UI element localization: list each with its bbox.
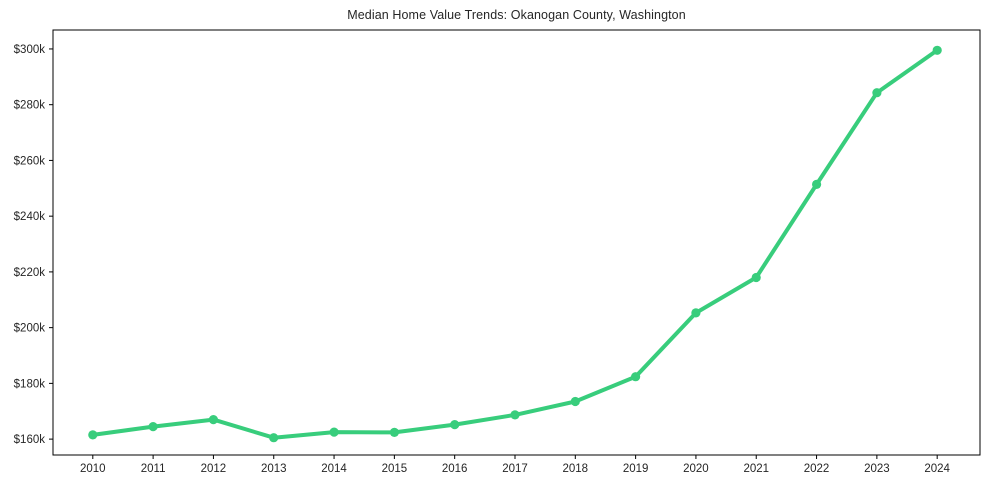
x-tick-label: 2016: [442, 463, 468, 475]
x-tick-label: 2018: [563, 463, 589, 475]
trend-line: [90, 48, 940, 440]
x-tick-label: 2024: [924, 463, 950, 475]
data-point-marker: [269, 433, 279, 443]
data-point-marker: [450, 420, 460, 430]
y-tick-label: $180k: [14, 378, 46, 390]
data-point-marker: [148, 422, 158, 432]
x-tick-label: 2019: [623, 463, 649, 475]
data-point-marker: [691, 308, 701, 318]
chart-title: Median Home Value Trends: Okanogan Count…: [347, 8, 686, 22]
data-point-marker: [631, 372, 641, 382]
x-tick-label: 2022: [804, 463, 830, 475]
data-point-marker: [932, 45, 942, 55]
x-tick-label: 2020: [683, 463, 709, 475]
x-tick-label: 2011: [141, 463, 166, 475]
data-point-marker: [570, 396, 580, 407]
x-tick-label: 2023: [864, 463, 890, 475]
x-tick-label: 2013: [261, 463, 287, 475]
data-point-marker: [812, 179, 822, 189]
x-tick-label: 2017: [502, 463, 528, 475]
plot-border: [52, 29, 981, 456]
data-point-marker: [510, 410, 520, 420]
x-tick-label: 2012: [201, 463, 227, 475]
y-tick-label: $160k: [14, 434, 46, 446]
y-tick-label: $300k: [14, 44, 46, 56]
x-tick-label: 2014: [321, 463, 347, 475]
y-tick-label: $260k: [14, 155, 46, 167]
data-point-marker: [88, 430, 98, 440]
data-point-marker: [389, 427, 399, 437]
data-point-marker: [329, 427, 339, 437]
x-tick-label: 2021: [743, 463, 769, 475]
y-tick-label: $280k: [14, 100, 46, 112]
data-point-marker: [208, 415, 218, 425]
x-tick-label: 2010: [80, 463, 106, 475]
y-tick-label: $200k: [14, 323, 46, 335]
y-tick-label: $240k: [14, 211, 46, 223]
x-tick-label: 2015: [382, 463, 408, 475]
y-tick-label: $220k: [14, 267, 46, 279]
data-point-marker: [872, 88, 882, 98]
data-point-marker: [751, 272, 761, 283]
